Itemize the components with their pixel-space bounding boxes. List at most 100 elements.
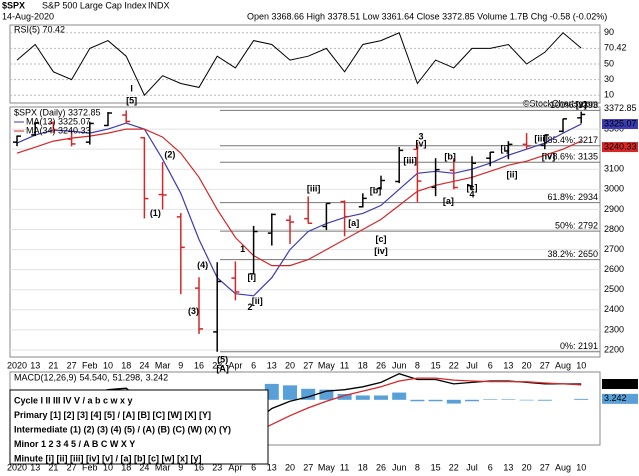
x-tick-label: 23 [212, 360, 222, 370]
wave-label: [i] [501, 144, 510, 154]
histogram-bar [410, 399, 425, 402]
x-tick-label: 8 [415, 360, 420, 370]
value-box [602, 43, 638, 54]
histogram-bar [301, 388, 316, 400]
wave-label: [v] [416, 139, 427, 149]
x-tick-label: 24 [139, 462, 149, 472]
x-tick-label: 10 [103, 462, 113, 472]
value-box [602, 119, 638, 130]
fib-label: 85.4%: 3217 [547, 135, 598, 145]
y-tick-label: 2300 [604, 324, 624, 334]
fib-label: 78.6%: 3135 [547, 152, 598, 162]
x-tick-label: 11 [340, 462, 349, 472]
x-tick-label: 18 [358, 360, 368, 370]
wave-label: [b] [444, 152, 456, 162]
y-tick-label: 90 [604, 27, 614, 37]
index-name: S&P 500 Large Cap Index [42, 0, 147, 10]
x-tick-label: 27 [303, 360, 313, 370]
wave-label: [ii] [252, 296, 263, 306]
x-tick-label: Mar [155, 360, 171, 370]
value-box [602, 103, 638, 114]
x-tick-label: 18 [358, 462, 368, 472]
value-label: 3240.33 [604, 141, 637, 151]
wave-label: 3 [419, 131, 424, 141]
x-tick-label: 21 [48, 462, 58, 472]
y-tick-label: 2200 [604, 344, 624, 354]
x-tick-label: 6 [251, 360, 256, 370]
wave-label: 2 [247, 302, 252, 312]
macd-legend: MACD(12,26,9) [14, 372, 77, 382]
wave-legend-row: Cycle I II III IV V / a b c w x y [14, 395, 133, 405]
x-tick-label: 13 [267, 462, 277, 472]
exchange: INDX [148, 0, 170, 10]
price-panel [9, 106, 601, 358]
x-tick-label: Aug [555, 360, 571, 370]
x-tick-label: May [318, 360, 336, 370]
wave-label: [iii] [403, 156, 417, 166]
x-tick-label: 20 [285, 360, 295, 370]
x-tick-label: 13 [267, 360, 277, 370]
wave-label: [iv] [542, 152, 556, 162]
x-tick-label: 8 [415, 462, 420, 472]
wave-label: [iii] [534, 134, 548, 144]
x-tick-label: Jul [466, 462, 478, 472]
y-tick-label: 2700 [604, 244, 624, 254]
y-tick-label: 2400 [604, 304, 624, 314]
fib-label: 61.8%: 2934 [547, 192, 598, 202]
histogram-bar [519, 399, 534, 401]
histogram-bar [483, 399, 498, 400]
series-line [16, 128, 582, 267]
wave-legend-row: Minor 1 2 3 4 5 / A B C W X Y [14, 439, 135, 449]
histogram-bar [283, 385, 297, 400]
series-line [16, 122, 582, 297]
wave-label: (5) [217, 354, 228, 364]
x-tick-label: 13 [30, 462, 40, 472]
x-tick-label: Jul [466, 360, 478, 370]
x-tick-label: Apr [228, 462, 242, 472]
x-tick-label: 15 [431, 360, 441, 370]
x-tick-label: 22 [449, 462, 459, 472]
wave-label: [5] [126, 95, 137, 105]
macd-legend: 51.298, [113, 372, 143, 382]
symbol: $SPX [2, 0, 25, 10]
wave-label: [c] [467, 183, 478, 193]
wave-label: 4 [469, 190, 474, 200]
wave-label: [c] [376, 234, 387, 244]
rsi-legend: RSI(5) 70.42 [14, 24, 65, 34]
x-tick-label: 27 [540, 462, 550, 472]
wave-legend-row: Primary [1] [2] [3] [4] [5] / [A] [B] [C… [14, 410, 211, 420]
y-tick-label: 3000 [604, 184, 624, 194]
fib-label: 100%: 3393 [550, 100, 598, 110]
value-label: 3.242 [604, 393, 627, 403]
fib-label: 38.2%: 2650 [547, 249, 598, 259]
fib-label: 0%: 2191 [560, 341, 598, 351]
x-tick-label: 13 [503, 360, 513, 370]
x-tick-label: 10 [576, 360, 586, 370]
histogram-bar [537, 399, 552, 401]
x-tick-label: 13 [503, 462, 513, 472]
fib-label: 50%: 2792 [555, 220, 598, 230]
macd-legend: 3.242 [146, 372, 169, 382]
x-tick-label: 20 [522, 360, 532, 370]
x-tick-label: 9 [178, 462, 183, 472]
x-tick-label: 6 [251, 462, 256, 472]
x-tick-label: 27 [67, 462, 77, 472]
legend-entry: MA(34) 3240.33 [26, 125, 91, 135]
wave-label: [iv] [374, 246, 388, 256]
histogram-bar [465, 399, 479, 402]
x-tick-label: 24 [139, 360, 149, 370]
wave-legend-row: Intermediate (1) (2) (3) (4) (5) / (A) (… [14, 424, 231, 434]
histogram-bar [337, 394, 352, 400]
macd-legend: 54.540, [80, 372, 110, 382]
y-tick-label: 3100 [604, 164, 624, 174]
x-tick-label: 18 [121, 360, 131, 370]
histogram-bar [355, 395, 370, 400]
x-tick-label: 18 [121, 462, 131, 472]
value-label: 3325.07 [604, 118, 637, 128]
wave-label: (1) [150, 208, 161, 218]
x-tick-label: 2020 [7, 360, 27, 370]
x-tick-label: 27 [67, 360, 77, 370]
x-tick-label: 9 [178, 360, 183, 370]
y-tick-label: 2600 [604, 264, 624, 274]
histogram-bar [319, 389, 334, 400]
